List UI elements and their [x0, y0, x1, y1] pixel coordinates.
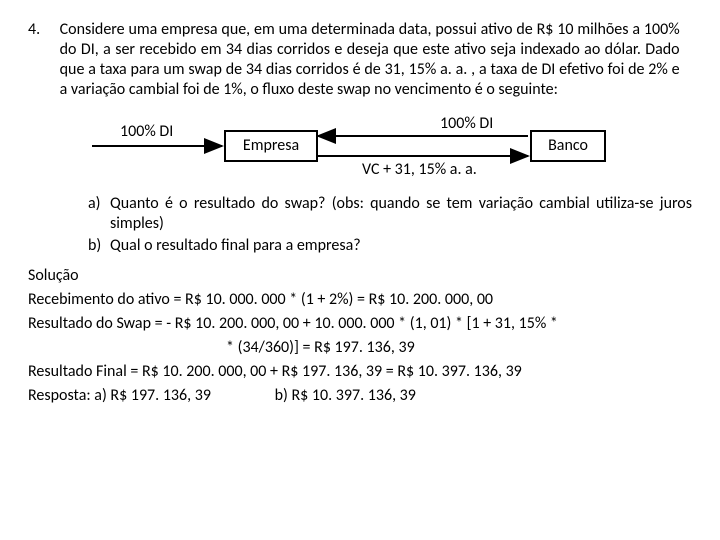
sub-a-letter: a) — [88, 194, 110, 234]
question-text: Considere uma empresa que, em uma determ… — [60, 20, 680, 100]
answer-a: a) R$ 197. 136, 39 — [94, 386, 211, 406]
sub-b-letter: b) — [88, 236, 110, 256]
solution-answers: Resposta: a) R$ 197. 136, 39 b) R$ 10. 3… — [28, 386, 692, 406]
sub-a: a) Quanto é o resultado do swap? (obs: q… — [88, 194, 692, 234]
solution-line2a: Resultado do Swap = - R$ 10. 200. 000, 0… — [28, 314, 692, 334]
swap-diagram: 100% DI Empresa 100% DI VC + 31, 15% a. … — [80, 110, 640, 182]
box-banco: Banco — [530, 130, 606, 162]
question-block: 4. Considere uma empresa que, em uma det… — [28, 20, 692, 100]
sub-a-text: Quanto é o resultado do swap? (obs: quan… — [110, 194, 692, 234]
label-top-di: 100% DI — [440, 114, 493, 134]
sub-b: b) Qual o resultado final para a empresa… — [88, 236, 692, 256]
solution-line3: Resultado Final = R$ 10. 200. 000, 00 + … — [28, 362, 692, 382]
answer-label: Resposta: — [28, 386, 91, 405]
sub-questions: a) Quanto é o resultado do swap? (obs: q… — [88, 194, 692, 256]
question-number: 4. — [28, 20, 50, 40]
label-bottom-vc: VC + 31, 15% a. a. — [362, 160, 477, 180]
label-left-di: 100% DI — [120, 122, 173, 142]
solution-heading: Solução — [28, 266, 692, 286]
sub-b-text: Qual o resultado final para a empresa? — [110, 236, 692, 256]
answer-b: b) R$ 10. 397. 136, 39 — [275, 386, 416, 406]
solution-line1: Recebimento do ativo = R$ 10. 000. 000 *… — [28, 290, 692, 310]
box-empresa: Empresa — [224, 130, 318, 162]
solution-line2b: * (34/360)] = R$ 197. 136, 39 — [28, 338, 692, 358]
